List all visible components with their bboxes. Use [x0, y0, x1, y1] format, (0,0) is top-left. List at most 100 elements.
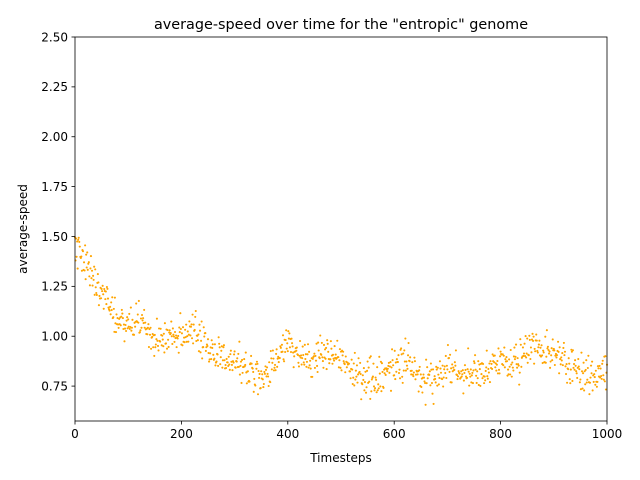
- data-point: [468, 372, 471, 375]
- data-point: [128, 327, 131, 330]
- data-point: [103, 287, 106, 291]
- data-point: [533, 362, 536, 365]
- data-point: [171, 327, 174, 330]
- data-point: [118, 317, 121, 320]
- data-point: [579, 378, 582, 381]
- data-point: [175, 346, 178, 349]
- data-point: [244, 351, 247, 354]
- data-point: [295, 346, 298, 349]
- data-point: [499, 350, 502, 353]
- data-point: [184, 328, 187, 331]
- data-point: [410, 369, 413, 372]
- data-point: [469, 368, 472, 371]
- data-point: [513, 358, 517, 361]
- data-point: [519, 338, 522, 341]
- data-point: [342, 360, 345, 363]
- data-point: [147, 345, 150, 349]
- data-point: [104, 290, 107, 293]
- data-point: [324, 357, 327, 360]
- data-point: [272, 357, 275, 360]
- data-point: [540, 344, 543, 347]
- data-point: [84, 244, 87, 247]
- data-point: [338, 359, 341, 362]
- data-point: [208, 358, 211, 361]
- data-point: [333, 359, 336, 362]
- data-point: [254, 363, 257, 366]
- data-point: [150, 347, 153, 350]
- data-point: [502, 354, 505, 357]
- data-point: [425, 382, 428, 385]
- x-axis-title: Timesteps: [309, 451, 372, 465]
- data-point: [286, 342, 289, 345]
- data-point: [284, 350, 287, 354]
- y-tick-label: 2.50: [41, 30, 68, 44]
- data-point: [546, 347, 549, 350]
- data-point: [91, 284, 94, 287]
- data-point: [464, 368, 467, 371]
- data-point: [196, 339, 199, 342]
- data-point: [366, 360, 369, 363]
- data-point: [431, 368, 435, 371]
- data-point: [317, 341, 320, 344]
- data-point: [305, 365, 308, 368]
- data-point: [428, 370, 431, 373]
- data-point: [594, 383, 597, 386]
- data-point: [192, 323, 195, 326]
- data-point: [417, 390, 420, 393]
- data-point: [593, 373, 596, 376]
- data-point: [301, 357, 304, 360]
- data-point: [499, 355, 502, 358]
- data-point: [344, 355, 347, 358]
- data-point: [537, 343, 540, 346]
- data-point: [222, 344, 226, 347]
- data-point: [470, 374, 473, 377]
- data-point: [139, 317, 143, 320]
- data-point: [169, 332, 172, 335]
- data-point: [443, 365, 446, 368]
- data-point: [123, 340, 126, 343]
- data-point: [195, 339, 198, 343]
- data-point: [449, 353, 452, 356]
- data-point: [496, 359, 499, 363]
- data-point: [378, 372, 381, 375]
- data-point: [87, 261, 90, 264]
- data-point: [488, 362, 491, 365]
- data-point: [121, 317, 124, 320]
- data-point: [238, 340, 241, 343]
- data-point: [323, 348, 327, 351]
- data-point: [560, 356, 563, 359]
- data-point: [224, 363, 227, 367]
- chart-title: average-speed over time for the "entropi…: [154, 17, 528, 33]
- data-point: [313, 366, 316, 369]
- data-point: [391, 359, 394, 362]
- data-point: [568, 362, 571, 365]
- data-point: [394, 378, 397, 381]
- data-point: [503, 346, 506, 349]
- data-point: [393, 374, 396, 377]
- data-point: [354, 378, 357, 381]
- data-point: [419, 373, 422, 376]
- data-point: [412, 371, 415, 374]
- data-point: [376, 366, 379, 369]
- data-point: [587, 354, 590, 357]
- data-point: [522, 352, 526, 355]
- data-point: [221, 366, 224, 369]
- data-point: [307, 366, 310, 369]
- data-point: [550, 354, 553, 357]
- data-point: [364, 391, 368, 394]
- data-point: [497, 368, 501, 371]
- data-point: [171, 342, 174, 346]
- data-point: [382, 386, 385, 389]
- data-point: [210, 339, 213, 342]
- data-point: [384, 373, 387, 376]
- data-point: [229, 353, 232, 356]
- data-point: [135, 302, 138, 305]
- data-point: [475, 381, 478, 385]
- data-point: [403, 349, 406, 352]
- data-point: [133, 333, 136, 336]
- data-point: [392, 364, 395, 367]
- data-point: [293, 355, 296, 358]
- data-point: [177, 351, 180, 354]
- data-point: [590, 372, 593, 375]
- data-point: [553, 363, 556, 367]
